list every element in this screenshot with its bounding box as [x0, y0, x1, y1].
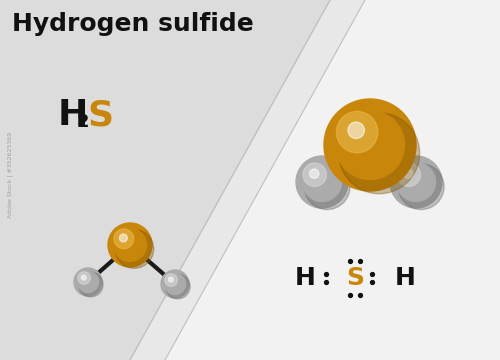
Circle shape — [78, 272, 90, 284]
Circle shape — [108, 223, 152, 267]
Circle shape — [398, 164, 444, 210]
Text: H: H — [394, 266, 415, 290]
Circle shape — [168, 277, 173, 282]
Circle shape — [82, 275, 86, 280]
Text: S: S — [346, 266, 364, 290]
Text: 2: 2 — [77, 113, 90, 131]
Text: S: S — [87, 98, 113, 132]
Circle shape — [302, 162, 342, 202]
Text: Adobe Stock | #352625369: Adobe Stock | #352625369 — [7, 132, 13, 218]
Circle shape — [324, 99, 416, 191]
Circle shape — [348, 122, 364, 139]
Circle shape — [166, 274, 190, 299]
Circle shape — [338, 113, 419, 194]
Circle shape — [74, 268, 102, 296]
Circle shape — [303, 163, 326, 186]
Circle shape — [115, 230, 154, 268]
Circle shape — [114, 229, 146, 261]
Circle shape — [114, 229, 134, 249]
Circle shape — [78, 272, 103, 297]
Text: H: H — [58, 98, 88, 132]
Circle shape — [164, 274, 186, 294]
Circle shape — [296, 156, 348, 208]
Circle shape — [78, 271, 98, 292]
Circle shape — [165, 274, 177, 287]
Circle shape — [120, 234, 128, 242]
Circle shape — [396, 162, 436, 202]
Circle shape — [397, 163, 420, 186]
Circle shape — [310, 169, 319, 178]
Circle shape — [404, 169, 413, 178]
Circle shape — [336, 111, 404, 180]
Circle shape — [304, 164, 350, 210]
Circle shape — [390, 156, 442, 208]
Circle shape — [161, 270, 189, 298]
Text: Hydrogen sulfide: Hydrogen sulfide — [12, 12, 254, 36]
Polygon shape — [165, 0, 500, 360]
Polygon shape — [130, 0, 365, 360]
Circle shape — [336, 112, 378, 153]
Text: H: H — [294, 266, 316, 290]
